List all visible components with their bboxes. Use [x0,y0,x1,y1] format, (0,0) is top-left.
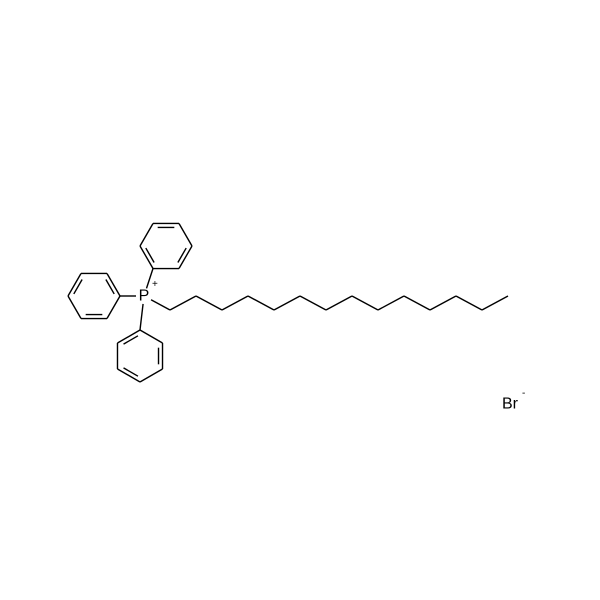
chemical-structure: P+ Br- [0,0,600,600]
bromide-counterion: Br [502,396,519,413]
bonds-layer [68,223,508,382]
atoms-layer: P+ Br- [139,279,526,413]
phosphorus-atom: P [139,288,150,305]
bromide-charge: - [522,388,525,399]
phosphorus-charge: + [152,279,158,290]
